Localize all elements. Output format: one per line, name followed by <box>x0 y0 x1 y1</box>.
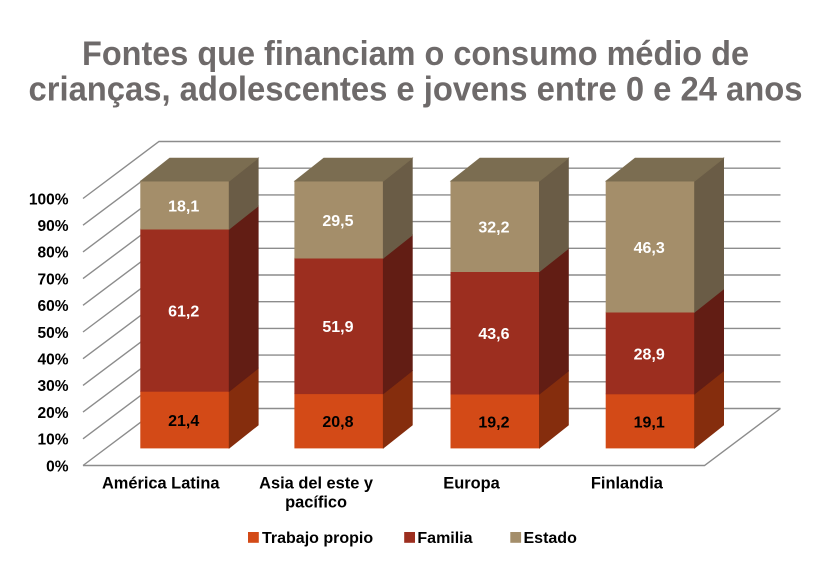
svg-text:20%: 20% <box>37 405 68 422</box>
svg-text:90%: 90% <box>37 218 68 235</box>
svg-text:10%: 10% <box>37 432 68 449</box>
svg-text:43,6: 43,6 <box>478 326 509 343</box>
svg-text:46,3: 46,3 <box>634 240 665 257</box>
svg-text:40%: 40% <box>37 352 68 369</box>
svg-text:28,9: 28,9 <box>634 346 665 363</box>
svg-text:18,1: 18,1 <box>168 198 199 215</box>
svg-text:pacífico: pacífico <box>285 494 347 512</box>
svg-text:Finlandia: Finlandia <box>591 475 664 493</box>
svg-text:Fontes que financiam o consumo: Fontes que financiam o consumo médio de <box>82 35 749 73</box>
svg-text:50%: 50% <box>37 325 68 342</box>
svg-text:21,4: 21,4 <box>168 413 199 430</box>
svg-text:0%: 0% <box>46 458 69 475</box>
svg-text:70%: 70% <box>37 271 68 288</box>
svg-text:61,2: 61,2 <box>168 304 199 321</box>
svg-text:América Latina: América Latina <box>102 475 220 493</box>
svg-text:30%: 30% <box>37 378 68 395</box>
svg-text:Trabajo propio: Trabajo propio <box>262 530 373 547</box>
svg-text:29,5: 29,5 <box>322 213 353 230</box>
svg-text:crianças, adolescentes e joven: crianças, adolescentes e jovens entre 0 … <box>29 70 803 108</box>
svg-text:19,2: 19,2 <box>478 414 509 431</box>
svg-text:51,9: 51,9 <box>322 319 353 336</box>
svg-text:19,1: 19,1 <box>634 414 665 431</box>
svg-text:Estado: Estado <box>524 530 578 547</box>
svg-text:80%: 80% <box>37 245 68 262</box>
svg-text:32,2: 32,2 <box>478 220 509 237</box>
svg-text:Asia del este y: Asia del este y <box>259 475 374 493</box>
svg-text:Familia: Familia <box>417 530 472 547</box>
svg-text:Europa: Europa <box>443 475 500 493</box>
svg-text:100%: 100% <box>29 191 69 208</box>
svg-text:60%: 60% <box>37 298 68 315</box>
svg-text:20,8: 20,8 <box>322 414 353 431</box>
